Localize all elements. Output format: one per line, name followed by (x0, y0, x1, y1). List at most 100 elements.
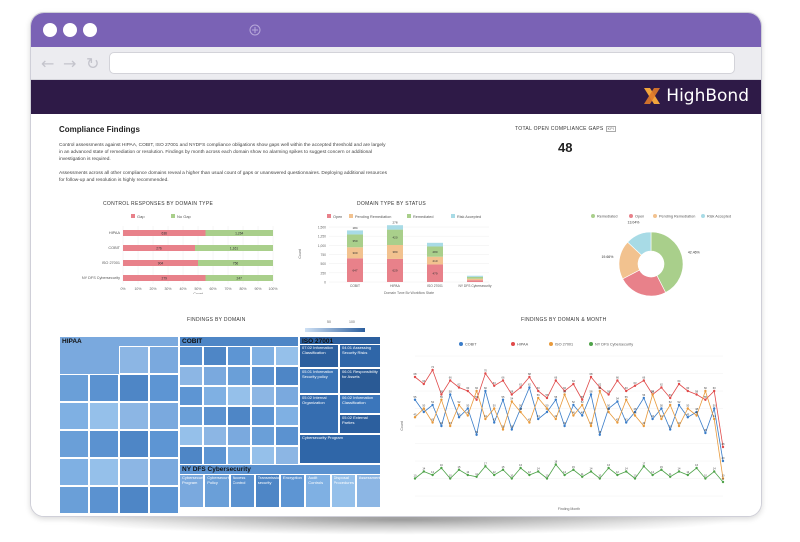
treemap-cell[interactable] (227, 406, 251, 426)
treemap-cell[interactable] (179, 426, 203, 446)
data-point (721, 477, 725, 480)
treemap-cell[interactable] (275, 446, 299, 466)
treemap-cell[interactable] (275, 366, 299, 386)
treemap-cell-label: Access Control (232, 476, 246, 485)
treemap-cell[interactable] (119, 374, 149, 402)
treemap-cell[interactable]: Cybersecurity Program (299, 434, 381, 464)
treemap-cell[interactable] (251, 386, 275, 406)
treemap-cell[interactable]: 04.01 Assessing Security Risks (339, 344, 381, 368)
treemap-cell[interactable]: 07.02 Information Classification (299, 344, 339, 368)
treemap-cell[interactable] (275, 406, 299, 426)
treemap-cell[interactable] (275, 346, 299, 366)
treemap-cell[interactable]: Cybersecurity Program (179, 474, 205, 508)
data-point-label: 17 (484, 461, 487, 465)
treemap-cell[interactable] (59, 374, 89, 402)
treemap-cell[interactable] (89, 458, 119, 486)
treemap-cell[interactable]: Encryption (280, 474, 306, 508)
treemap-cell[interactable] (251, 406, 275, 426)
data-point (545, 477, 549, 480)
data-point-label: 10 (449, 474, 452, 478)
forward-arrow-icon[interactable]: → (63, 54, 77, 73)
treemap-cell[interactable] (179, 446, 203, 466)
treemap-cell[interactable] (179, 346, 203, 366)
data-point-label: 14 (713, 467, 716, 471)
minimize-dot-icon[interactable] (63, 23, 77, 37)
data-point (686, 416, 689, 419)
data-point (431, 473, 434, 477)
treemap-cell[interactable] (227, 426, 251, 446)
treemap-cell[interactable] (227, 366, 251, 386)
treemap-cell[interactable] (275, 426, 299, 446)
treemap-cell[interactable] (203, 386, 227, 406)
treemap-cell[interactable] (149, 374, 179, 402)
treemap-cell[interactable] (119, 346, 149, 374)
legend-label: Pending Remediation (355, 215, 391, 219)
treemap-cell[interactable] (149, 402, 179, 430)
treemap-cell[interactable]: Disposal Procedures (330, 474, 356, 508)
treemap-cell-label: Disposal Procedures (333, 476, 354, 485)
reload-icon[interactable]: ↻ (86, 54, 100, 73)
data-point-label: 55 (554, 395, 557, 399)
treemap-cell[interactable] (59, 430, 89, 458)
treemap-cell[interactable]: 06.01 Responsibility for Assets (339, 368, 381, 394)
treemap-cell[interactable] (203, 426, 227, 446)
data-point (563, 389, 566, 393)
treemap-cell[interactable] (179, 366, 203, 386)
data-point (510, 393, 513, 396)
treemap-cell[interactable] (119, 486, 149, 514)
treemap-cell[interactable] (179, 406, 203, 426)
treemap-cell[interactable] (119, 458, 149, 486)
data-point-label: 17 (642, 461, 645, 465)
treemap-cell[interactable] (89, 374, 119, 402)
treemap-cell[interactable] (89, 430, 119, 458)
data-point (633, 410, 637, 414)
category-label: HIPAA (390, 284, 400, 288)
treemap-cell[interactable] (251, 366, 275, 386)
treemap-cell[interactable]: 05.01 Information Security policy (299, 368, 339, 394)
treemap-cell[interactable] (149, 430, 179, 458)
treemap-cell[interactable] (89, 486, 119, 514)
treemap-cell[interactable] (275, 386, 299, 406)
treemap-cell[interactable] (119, 430, 149, 458)
treemap-cell[interactable] (149, 486, 179, 514)
maximize-dot-icon[interactable] (83, 23, 97, 37)
treemap-cell[interactable]: Transmission security (254, 474, 280, 508)
data-point (457, 386, 461, 389)
treemap-cell[interactable] (59, 458, 89, 486)
treemap-cell[interactable]: 05.02 External Parties (339, 414, 381, 434)
summary-paragraph-1: Control assessments against HIPAA, COBIT… (59, 143, 386, 162)
treemap-cell[interactable] (227, 386, 251, 406)
treemap-cell[interactable] (119, 402, 149, 430)
treemap-cell[interactable] (179, 386, 203, 406)
treemap-cell[interactable]: Access Control (229, 474, 255, 508)
treemap-cell[interactable] (227, 446, 251, 466)
treemap-cell[interactable]: Audit Controls (305, 474, 331, 508)
close-dot-icon[interactable] (43, 23, 57, 37)
treemap-cell[interactable] (203, 406, 227, 426)
treemap-cell[interactable] (203, 446, 227, 466)
treemap-cell[interactable]: Cybersecurity Policy (204, 474, 230, 508)
treemap-cell[interactable] (203, 346, 227, 366)
new-tab-icon[interactable] (249, 24, 261, 36)
data-point-label: 55 (704, 395, 707, 399)
treemap-cell[interactable] (149, 346, 179, 374)
treemap-cell[interactable]: 05.02 Internal Organization (299, 394, 339, 434)
treemap-cell[interactable] (251, 346, 275, 366)
treemap-cell[interactable] (251, 426, 275, 446)
treemap-cell[interactable] (227, 346, 251, 366)
data-point-label: 55 (440, 395, 443, 399)
treemap-cell[interactable] (149, 458, 179, 486)
data-point-label: 62 (528, 383, 531, 387)
treemap-cell[interactable] (89, 402, 119, 430)
data-point (528, 375, 531, 379)
treemap-cell[interactable]: 06.02 Information Classification (339, 394, 381, 414)
treemap-cell[interactable] (203, 366, 227, 386)
back-arrow-icon[interactable]: ← (41, 54, 55, 73)
treemap-cell[interactable] (59, 402, 89, 430)
treemap-cell[interactable] (251, 446, 275, 466)
highbond-logo[interactable]: HighBond (642, 86, 749, 106)
treemap-cell[interactable]: Assessments (355, 474, 381, 508)
data-point-label: 11 (669, 472, 672, 476)
treemap-cell[interactable] (59, 486, 89, 514)
address-bar[interactable] (109, 52, 735, 74)
